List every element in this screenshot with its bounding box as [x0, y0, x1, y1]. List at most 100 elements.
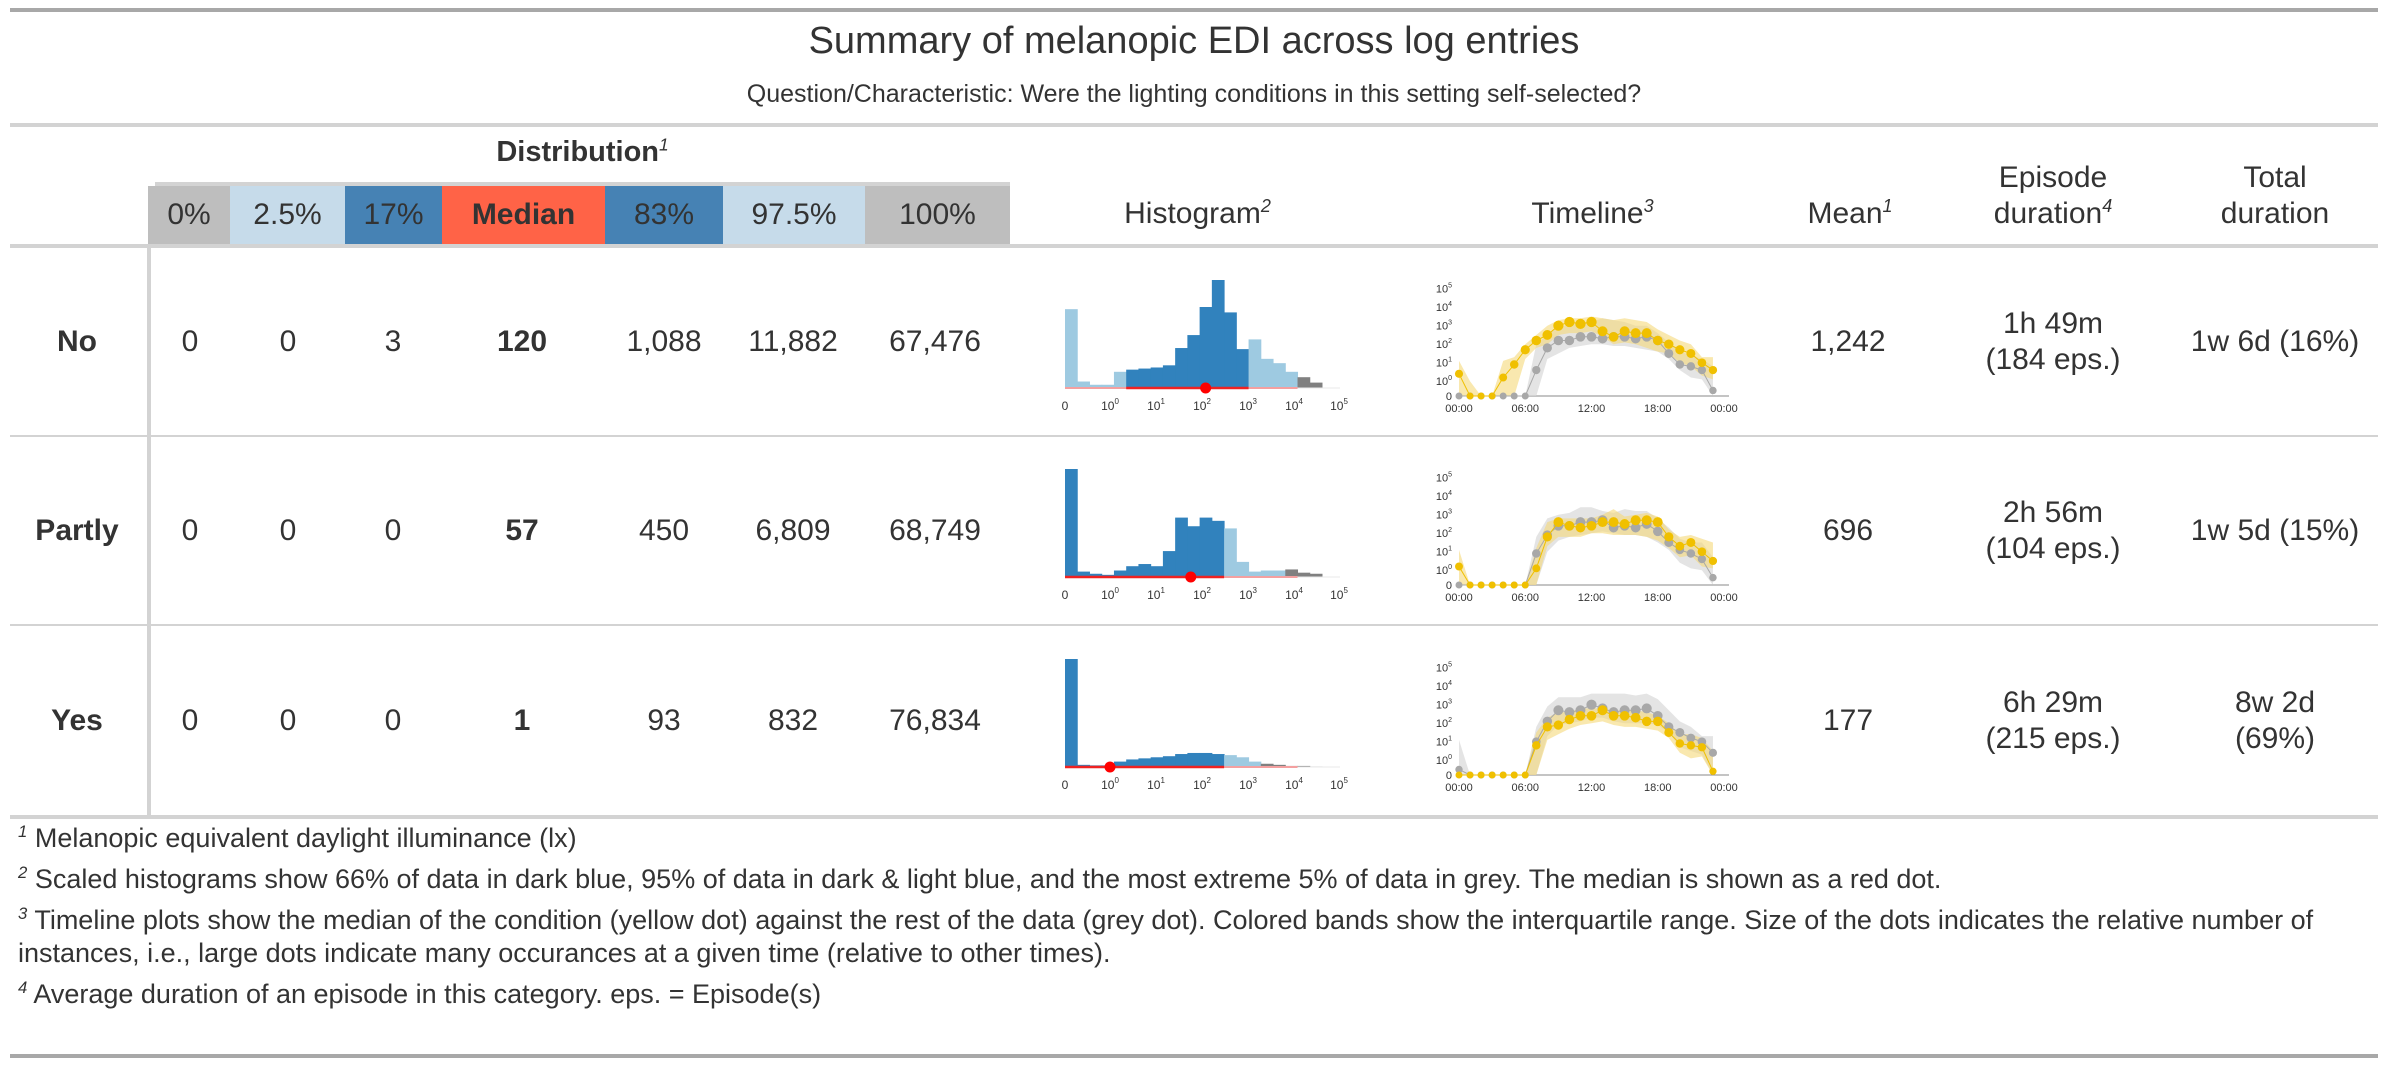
timeline-rest-dot: [1641, 703, 1652, 714]
histogram-bar: [1297, 572, 1311, 577]
histogram-bar: [1273, 363, 1286, 388]
timeline-rest-dot: [1597, 333, 1608, 344]
column-header-quantile: 83%: [605, 186, 723, 244]
timeline-condition-dot: [1675, 739, 1685, 748]
timeline-rest-dot: [1564, 335, 1575, 346]
timeline-condition-dot: [1697, 743, 1707, 752]
timeline-condition-dot: [1652, 335, 1663, 346]
column-header-label-line2: duration: [2220, 197, 2330, 230]
timeline-y-tick-label: 102: [1436, 717, 1452, 730]
histogram-bar: [1175, 754, 1188, 767]
timeline-y-tick-label: 103: [1436, 320, 1452, 333]
footnote-mark: 4: [18, 978, 28, 997]
row-label: No: [57, 325, 97, 358]
mean-value: 177: [1822, 704, 1874, 737]
histogram-tick-label: 100: [1101, 776, 1119, 792]
column-header-episode-duration: Episode duration4: [1953, 160, 2153, 232]
timeline-condition-dot: [1510, 771, 1518, 779]
timeline-condition-dot: [1455, 771, 1463, 779]
histogram-bar: [1138, 368, 1152, 388]
quantile-value: 1,088: [626, 325, 702, 358]
timeline-x-tick-label: 06:00: [1511, 592, 1539, 604]
timeline-rest-dot: [1697, 365, 1707, 375]
histogram-median-dot: [1200, 382, 1212, 394]
timeline-condition-dot: [1664, 727, 1674, 737]
timeline-condition-dot: [1454, 369, 1464, 378]
histogram-bar: [1113, 371, 1127, 388]
total-duration-value: 1w 5d (15%): [2191, 513, 2359, 549]
histogram-tick-label: 103: [1239, 586, 1257, 602]
timeline-rest-dot: [1575, 331, 1586, 342]
histogram-bar: [1065, 659, 1078, 767]
mean-value: 696: [1822, 514, 1874, 547]
histogram-bar: [1126, 759, 1139, 767]
histogram-bar: [1138, 758, 1152, 767]
episode-duration-line1: 2h 56m: [2002, 496, 2104, 529]
timeline-y-tick-label: 100: [1436, 754, 1452, 767]
row-label: Partly: [35, 514, 119, 547]
timeline-rest-dot: [1709, 386, 1717, 395]
timeline-condition-dot: [1466, 392, 1474, 400]
histogram-tick-label: 101: [1147, 586, 1165, 602]
row-label: Yes: [51, 704, 103, 737]
histogram-tick-label: 104: [1285, 776, 1303, 792]
timeline-rest-dot: [1455, 392, 1463, 400]
timeline-y-tick-label: 101: [1436, 357, 1452, 370]
histogram-bar: [1077, 381, 1090, 388]
histogram-bar: [1236, 757, 1250, 767]
timeline-condition-dot: [1553, 517, 1564, 528]
footnote-mark: 2: [1260, 196, 1271, 216]
histogram-bar: [1224, 755, 1237, 767]
footnote-text: Scaled histograms show 66% of data in da…: [34, 864, 1942, 894]
timeline-y-tick-label: 105: [1436, 283, 1452, 296]
timeline-condition-dot: [1466, 581, 1474, 589]
timeline-rest-dot: [1675, 727, 1685, 737]
timeline-rest-dot: [1630, 705, 1641, 716]
histogram-bar: [1285, 371, 1299, 388]
timeline-x-tick-label: 06:00: [1511, 782, 1539, 794]
timeline-rest-dot: [1686, 362, 1696, 371]
timeline-condition-dot: [1532, 564, 1541, 573]
histogram-bar: [1162, 551, 1176, 577]
table-bottom-border: [10, 1054, 2378, 1058]
timeline-condition-dot: [1466, 771, 1474, 779]
timeline-condition-dot: [1664, 532, 1674, 542]
timeline-condition-dot: [1709, 767, 1717, 775]
histogram-tick-label: 104: [1285, 397, 1303, 413]
timeline-condition-dot: [1664, 339, 1674, 349]
timeline-condition-dot: [1477, 392, 1485, 400]
timeline-rest-dot: [1542, 343, 1552, 353]
histogram-bar: [1199, 307, 1213, 388]
column-header-mean: Mean1: [1775, 196, 1925, 232]
histogram-bar: [1138, 564, 1152, 577]
timeline-condition-dot: [1597, 517, 1608, 528]
timeline-condition-dot: [1708, 365, 1718, 375]
timeline-condition-dot: [1575, 318, 1586, 329]
histogram-bar: [1113, 761, 1127, 767]
histogram-tick-label: 105: [1330, 776, 1348, 792]
table-subtitle: Question/Characteristic: Were the lighti…: [746, 80, 1642, 108]
timeline-condition-dot: [1564, 316, 1575, 328]
footnote-text: Average duration of an episode in this c…: [33, 979, 822, 1009]
timeline-rest-dot: [1686, 733, 1696, 743]
episode-count-line2: (215 eps.): [1985, 722, 2121, 755]
episode-count-line2: (104 eps.): [1985, 532, 2121, 565]
histogram-bar: [1175, 517, 1188, 577]
column-header-quantile: 97.5%: [723, 186, 865, 244]
timeline-x-tick-label: 00:00: [1710, 403, 1738, 415]
histogram-bar: [1187, 526, 1201, 577]
timeline-y-tick-label: 102: [1436, 527, 1452, 540]
histogram-bar: [1236, 561, 1250, 577]
timeline-condition-dot: [1641, 515, 1652, 526]
histogram-median-dot: [1104, 761, 1116, 773]
timeline-rest-dot: [1586, 699, 1597, 710]
histogram-bar: [1260, 570, 1274, 577]
timeline-condition-dot: [1455, 562, 1463, 571]
histogram-tick-label: 103: [1239, 397, 1257, 413]
timeline-condition-dot: [1488, 581, 1496, 589]
column-header-label-line1: Episode: [1998, 161, 2108, 194]
histogram-bar: [1248, 571, 1262, 577]
histogram-bar: [1089, 573, 1103, 577]
histogram-bar: [1260, 763, 1274, 767]
column-header-quantile: Median: [442, 186, 605, 244]
